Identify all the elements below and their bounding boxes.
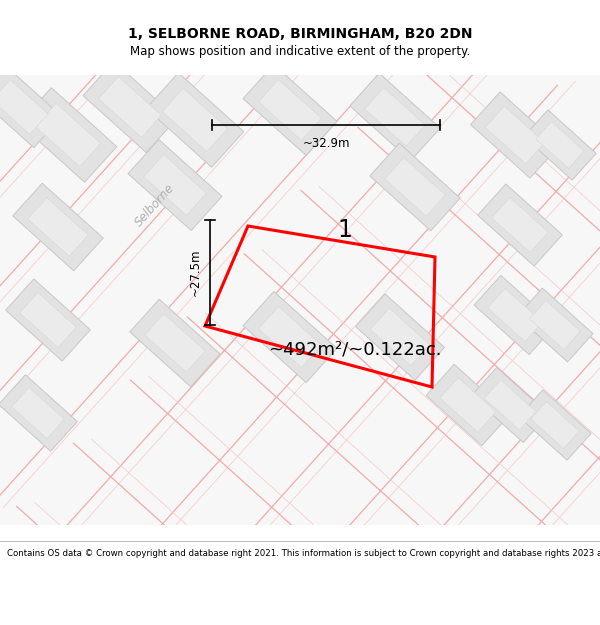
- Polygon shape: [440, 378, 496, 432]
- Polygon shape: [478, 184, 562, 266]
- Polygon shape: [370, 143, 460, 231]
- Polygon shape: [128, 139, 222, 231]
- Polygon shape: [11, 388, 64, 439]
- Polygon shape: [13, 183, 103, 271]
- Polygon shape: [536, 121, 584, 169]
- Polygon shape: [365, 88, 425, 146]
- Polygon shape: [370, 308, 430, 366]
- Polygon shape: [163, 88, 227, 152]
- Polygon shape: [243, 291, 337, 382]
- Polygon shape: [19, 88, 117, 182]
- Polygon shape: [145, 314, 205, 372]
- Polygon shape: [530, 301, 580, 349]
- Polygon shape: [488, 289, 542, 341]
- Text: 1: 1: [338, 218, 352, 242]
- Polygon shape: [83, 61, 177, 152]
- Polygon shape: [130, 299, 220, 387]
- Polygon shape: [143, 154, 206, 216]
- Polygon shape: [146, 72, 244, 168]
- Text: Selborne: Selborne: [133, 181, 178, 229]
- Text: ~27.5m: ~27.5m: [189, 249, 202, 296]
- Polygon shape: [28, 198, 88, 256]
- Polygon shape: [35, 103, 101, 167]
- Polygon shape: [20, 292, 76, 348]
- Polygon shape: [524, 110, 596, 180]
- Polygon shape: [470, 92, 559, 178]
- Polygon shape: [259, 79, 322, 141]
- Polygon shape: [519, 390, 591, 460]
- Polygon shape: [474, 276, 556, 354]
- Polygon shape: [6, 279, 90, 361]
- Polygon shape: [350, 73, 440, 161]
- Polygon shape: [385, 158, 445, 216]
- Polygon shape: [471, 368, 549, 442]
- Polygon shape: [484, 380, 536, 430]
- Polygon shape: [98, 76, 161, 138]
- Polygon shape: [517, 288, 593, 362]
- Polygon shape: [243, 64, 337, 156]
- Polygon shape: [0, 80, 48, 134]
- Polygon shape: [491, 198, 548, 252]
- Polygon shape: [531, 401, 579, 449]
- Polygon shape: [0, 66, 62, 148]
- Polygon shape: [426, 364, 510, 446]
- Polygon shape: [259, 306, 322, 368]
- Text: Contains OS data © Crown copyright and database right 2021. This information is : Contains OS data © Crown copyright and d…: [7, 549, 600, 558]
- Text: 1, SELBORNE ROAD, BIRMINGHAM, B20 2DN: 1, SELBORNE ROAD, BIRMINGHAM, B20 2DN: [128, 28, 472, 41]
- Polygon shape: [0, 375, 77, 451]
- Polygon shape: [356, 294, 445, 380]
- Text: ~32.9m: ~32.9m: [302, 137, 350, 150]
- Text: ~492m²/~0.122ac.: ~492m²/~0.122ac.: [268, 341, 442, 359]
- Text: Map shows position and indicative extent of the property.: Map shows position and indicative extent…: [130, 45, 470, 58]
- Polygon shape: [485, 106, 545, 164]
